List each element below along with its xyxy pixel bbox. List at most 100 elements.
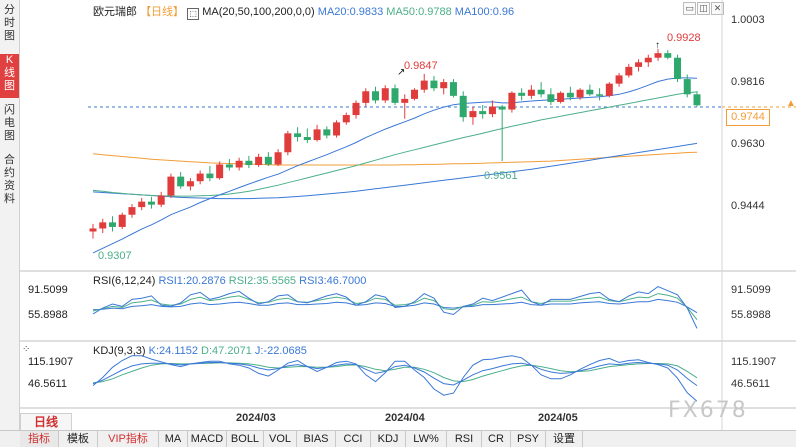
candle-body — [372, 91, 380, 101]
ma50-value: MA50:0.9788 — [386, 6, 452, 18]
period-label: 【日线】 — [140, 6, 185, 18]
candle-body — [664, 53, 672, 58]
candle-body — [537, 89, 545, 95]
candle-body — [498, 106, 506, 110]
candle-body — [625, 66, 633, 76]
ma-label: MA(20,50,100,200,0,0) — [202, 6, 315, 18]
toolbar-ma[interactable]: MA — [159, 431, 188, 447]
price-axis-label: 1.0003 — [731, 14, 765, 26]
candle-body — [557, 92, 565, 102]
candle-body — [342, 115, 350, 123]
toolbar-psy[interactable]: PSY — [511, 431, 546, 447]
candle-body — [576, 89, 584, 98]
candle-body — [352, 102, 360, 116]
rsi2-value: RSI2:35.5565 — [228, 275, 297, 287]
ma100-line — [92, 142, 698, 200]
ma20-value: MA20:0.9833 — [317, 6, 384, 18]
chart-canvas[interactable] — [0, 0, 796, 430]
pair-name: 欧元瑞郎 — [93, 6, 137, 18]
current-price-tag: 0.9744 — [726, 109, 770, 126]
candle-body — [362, 91, 370, 103]
toolbar-settings[interactable]: 设置 — [546, 431, 583, 447]
candle-body — [693, 94, 701, 106]
candle-body — [89, 228, 97, 232]
candle-body — [196, 173, 204, 182]
candle-body — [420, 80, 428, 90]
candle-body — [323, 129, 331, 136]
candle-body — [683, 79, 691, 95]
candle-body — [157, 195, 165, 205]
restore-button[interactable]: ◫ — [697, 2, 710, 15]
kdj-label: KDJ(9,3,3) — [93, 345, 146, 357]
date-axis-label: 2024/04 — [385, 412, 425, 424]
candle-body — [547, 94, 555, 102]
candle-body — [225, 164, 233, 168]
candle-body — [264, 156, 272, 165]
candle-body — [449, 82, 457, 96]
candle-body — [245, 160, 253, 166]
tab-contract-info[interactable]: 合约资料 — [0, 154, 19, 212]
expand-icon[interactable]: ⁘ — [22, 344, 31, 355]
candle-body — [674, 57, 682, 80]
minimize-button[interactable]: ▭ — [683, 2, 696, 15]
toolbar-templates[interactable]: 模板 — [59, 431, 98, 447]
candle-body — [167, 176, 175, 196]
date-axis-label: 2024/05 — [538, 412, 578, 424]
candle-body — [138, 201, 146, 208]
toolbar-vol[interactable]: VOL — [264, 431, 297, 447]
kdj-level-label: 46.5611 — [28, 378, 67, 390]
period-select-button[interactable]: 日线 — [20, 413, 72, 431]
candle-body — [479, 111, 487, 115]
kdj-j-line — [92, 355, 698, 402]
toolbar-indicators[interactable]: 指标 — [20, 431, 59, 447]
candle-body — [177, 176, 185, 187]
indicator-toolbar: 指标 模板 VIP指标 MA MACD BOLL VOL BIAS CCI KD… — [0, 430, 796, 447]
ma-settings-icon[interactable]: ⬚ — [187, 8, 200, 20]
toolbar-kdj[interactable]: KDJ — [371, 431, 406, 447]
toolbar-cci[interactable]: CCI — [336, 431, 371, 447]
candle-body — [596, 94, 604, 96]
tab-flash-label: 闪电图 — [4, 104, 15, 142]
rsi-level-label: 91.5099 — [28, 284, 68, 296]
candle-body — [488, 106, 496, 115]
candle-body — [401, 98, 409, 103]
kdj-k-line — [92, 361, 698, 387]
candle-body — [216, 164, 224, 179]
arrow-icon: ↗ — [397, 67, 406, 78]
candle-body — [635, 62, 643, 67]
ma20-line — [92, 77, 698, 254]
rsi-axis-label: 55.8988 — [731, 309, 771, 321]
candle-body — [586, 89, 594, 95]
toolbar-macd[interactable]: MACD — [188, 431, 227, 447]
candle-body — [566, 92, 574, 98]
candle-body — [508, 92, 516, 110]
close-button[interactable]: ✕ — [711, 2, 724, 15]
candle-body — [654, 53, 662, 58]
ma200-line — [92, 151, 698, 166]
candle-body — [333, 122, 341, 136]
candle-body — [644, 57, 652, 63]
rsi1-line — [92, 286, 698, 329]
arrow-icon: ↑ — [655, 40, 660, 51]
tab-contract-info-label: 合约资料 — [4, 154, 15, 205]
candle-body — [99, 222, 107, 229]
tab-timeshare[interactable]: 分时图 — [0, 4, 19, 48]
tab-flash[interactable]: 闪电图 — [0, 104, 19, 148]
tab-timeshare-label: 分时图 — [4, 4, 15, 42]
toolbar-rsi[interactable]: RSI — [447, 431, 482, 447]
candle-body — [147, 201, 155, 205]
toolbar-cr[interactable]: CR — [482, 431, 511, 447]
annotation-dip: 0.9561 — [484, 170, 518, 182]
ma100-value: MA100:0.96 — [454, 6, 515, 18]
toolbar-bias[interactable]: BIAS — [297, 431, 336, 447]
ma50-line — [92, 91, 698, 197]
candle-body — [303, 137, 311, 141]
toolbar-lw[interactable]: LW% — [406, 431, 447, 447]
price-axis-label: 0.9816 — [731, 76, 765, 88]
current-price-marker-icon: ▲ — [786, 98, 796, 109]
toolbar-vip-indicators[interactable]: VIP指标 — [98, 431, 159, 447]
toolbar-boll[interactable]: BOLL — [227, 431, 264, 447]
candle-body — [410, 89, 418, 99]
